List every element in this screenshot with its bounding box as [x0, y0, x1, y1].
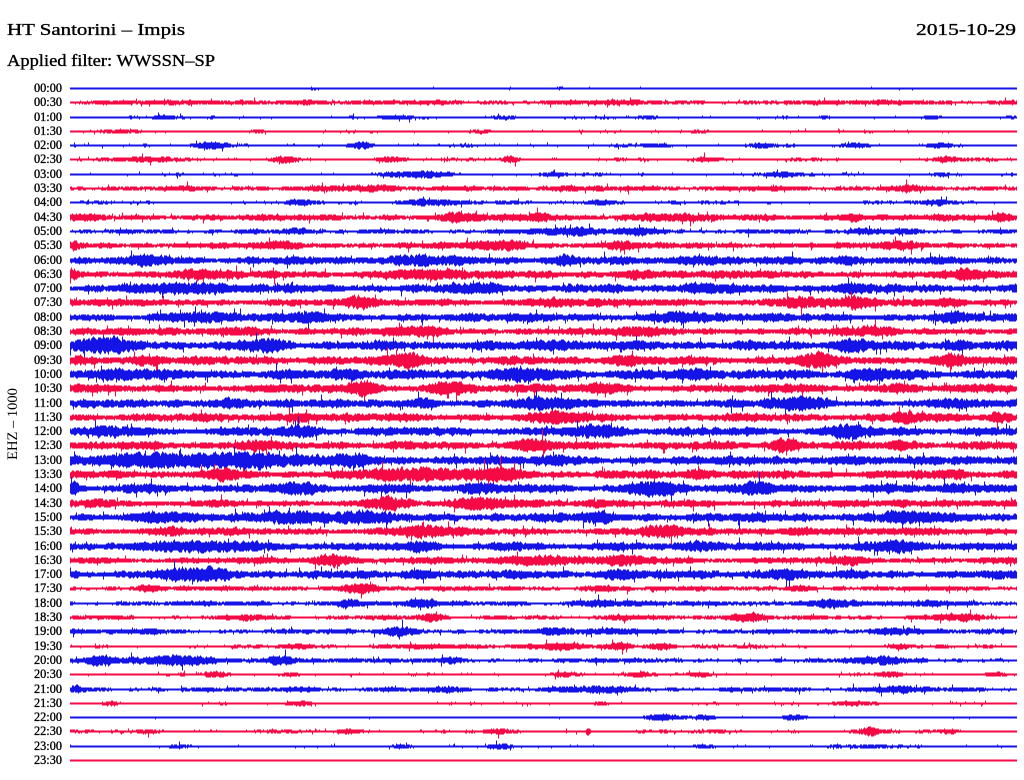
svg-text:21:00: 21:00	[34, 681, 62, 696]
svg-text:20:00: 20:00	[34, 652, 62, 667]
svg-text:23:00: 23:00	[34, 738, 62, 753]
svg-text:07:00: 07:00	[34, 280, 62, 295]
svg-text:HT Santorini – Impis: HT Santorini – Impis	[7, 20, 185, 39]
svg-text:11:00: 11:00	[34, 395, 62, 410]
svg-text:14:00: 14:00	[34, 480, 62, 495]
svg-text:11:30: 11:30	[34, 409, 62, 424]
svg-text:02:00: 02:00	[34, 137, 62, 152]
svg-text:18:30: 18:30	[34, 609, 62, 624]
svg-text:15:30: 15:30	[34, 523, 62, 538]
svg-text:07:30: 07:30	[34, 294, 62, 309]
svg-text:05:00: 05:00	[34, 223, 62, 238]
svg-text:22:00: 22:00	[34, 709, 62, 724]
svg-text:18:00: 18:00	[34, 595, 62, 610]
svg-text:17:30: 17:30	[34, 580, 62, 595]
svg-text:16:00: 16:00	[34, 538, 62, 553]
svg-text:08:30: 08:30	[34, 323, 62, 338]
svg-text:00:00: 00:00	[34, 80, 62, 95]
svg-text:01:30: 01:30	[34, 123, 62, 138]
svg-text:05:30: 05:30	[34, 237, 62, 252]
svg-text:12:30: 12:30	[34, 437, 62, 452]
svg-text:10:00: 10:00	[34, 366, 62, 381]
svg-text:02:30: 02:30	[34, 151, 62, 166]
svg-text:13:00: 13:00	[34, 452, 62, 467]
svg-text:19:30: 19:30	[34, 638, 62, 653]
svg-text:06:30: 06:30	[34, 266, 62, 281]
svg-text:12:00: 12:00	[34, 423, 62, 438]
svg-text:2015-10-29: 2015-10-29	[916, 20, 1016, 39]
svg-text:06:00: 06:00	[34, 252, 62, 267]
svg-text:22:30: 22:30	[34, 723, 62, 738]
svg-text:16:30: 16:30	[34, 552, 62, 567]
svg-text:15:00: 15:00	[34, 509, 62, 524]
svg-text:17:00: 17:00	[34, 566, 62, 581]
svg-text:EHZ – 1000: EHZ – 1000	[5, 388, 21, 460]
svg-text:04:00: 04:00	[34, 194, 62, 209]
svg-text:00:30: 00:30	[34, 94, 62, 109]
svg-text:08:00: 08:00	[34, 309, 62, 324]
svg-text:14:30: 14:30	[34, 495, 62, 510]
svg-text:20:30: 20:30	[34, 666, 62, 681]
svg-text:23:30: 23:30	[34, 752, 62, 767]
svg-text:Applied filter: WWSSN–SP: Applied filter: WWSSN–SP	[7, 51, 215, 70]
svg-text:03:30: 03:30	[34, 180, 62, 195]
svg-text:01:00: 01:00	[34, 109, 62, 124]
svg-text:13:30: 13:30	[34, 466, 62, 481]
svg-text:09:00: 09:00	[34, 337, 62, 352]
svg-text:19:00: 19:00	[34, 623, 62, 638]
svg-text:03:00: 03:00	[34, 166, 62, 181]
svg-text:10:30: 10:30	[34, 380, 62, 395]
svg-text:09:30: 09:30	[34, 352, 62, 367]
svg-text:04:30: 04:30	[34, 209, 62, 224]
svg-text:21:30: 21:30	[34, 695, 62, 710]
